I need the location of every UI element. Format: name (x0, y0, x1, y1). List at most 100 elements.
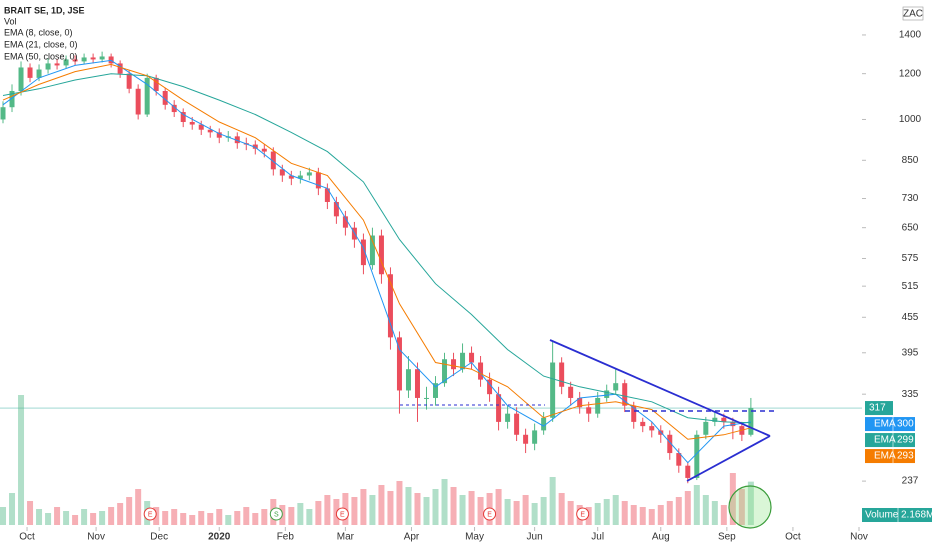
volume-bar (567, 501, 574, 525)
volume-bar (693, 485, 700, 525)
candle-body (396, 337, 402, 391)
volume-bar (162, 511, 169, 525)
candle-body (559, 362, 565, 387)
volume-bar (459, 495, 466, 525)
volume-bar (369, 495, 376, 525)
candle-body (99, 56, 105, 60)
candle-body (523, 434, 529, 444)
y-tick-label: 1400 (899, 30, 922, 41)
unit-label: ZAC (903, 9, 923, 20)
volume-bar (477, 497, 484, 525)
candle-body (207, 129, 213, 133)
ema-legend: EMA (50, close, 0) (4, 51, 78, 61)
volume-bar (621, 501, 628, 525)
candle-body (577, 397, 583, 408)
volume-bar (495, 489, 502, 525)
candle-body (261, 148, 267, 152)
volume-bar (297, 503, 304, 525)
volume-bar (243, 507, 250, 525)
volume-bar (738, 489, 745, 525)
y-tick-label: 515 (902, 281, 919, 292)
candle-body (369, 235, 375, 266)
candle-body (451, 359, 457, 370)
candle-body (748, 408, 754, 435)
candle-body (442, 359, 448, 384)
candle-body (342, 216, 348, 228)
candle-body (649, 426, 655, 431)
trend-line-lower (686, 435, 771, 482)
volume-bar (90, 513, 97, 525)
ema-tag-value: 299 (897, 435, 914, 446)
candle-body (541, 417, 547, 431)
candle-body (216, 132, 222, 138)
y-tick-label: 1000 (899, 114, 922, 125)
candle-body (613, 383, 619, 391)
candle-body (270, 151, 276, 170)
event-icon (335, 507, 349, 521)
volume-bar (18, 395, 25, 525)
volume-bar (0, 507, 7, 525)
candle-body (153, 77, 159, 92)
y-tick-label: 650 (902, 222, 919, 233)
candle-body (550, 362, 556, 418)
x-tick-label: Aug (652, 532, 670, 543)
last-price-tag: 317 (869, 403, 886, 414)
candle-body (460, 352, 466, 370)
candle-body (604, 390, 610, 398)
candle-body (198, 124, 204, 130)
ema-line (2, 73, 751, 424)
volume-bar (441, 479, 448, 525)
volume-bar (135, 489, 142, 525)
volume-bar (675, 497, 682, 525)
candle-body (180, 112, 186, 122)
volume-bar (666, 501, 673, 525)
volume-bar (531, 503, 538, 525)
x-tick-label: 2020 (208, 532, 231, 543)
y-tick-label: 335 (902, 389, 919, 400)
x-tick-label: Jun (527, 532, 543, 543)
candle-body (81, 57, 87, 62)
candle-body (478, 362, 484, 380)
volume-bar (405, 487, 412, 525)
candle-body (27, 67, 33, 78)
ema-tag-value: 300 (897, 419, 914, 430)
candle-body (414, 369, 420, 398)
volume-bar (117, 503, 124, 525)
candle-body (514, 413, 520, 435)
price-tag (865, 433, 915, 448)
highlight-circle (728, 485, 772, 529)
x-tick-label: Jul (591, 532, 604, 543)
candle-body (433, 383, 439, 398)
volume-bar (72, 515, 79, 525)
volume-bar (720, 505, 727, 525)
candle-body (18, 67, 24, 92)
candle-body (315, 172, 321, 189)
x-tick-label: Oct (19, 532, 35, 543)
x-tick-label: Feb (277, 532, 295, 543)
event-icon (483, 507, 497, 521)
volume-tag (862, 508, 932, 522)
y-tick-label: 237 (902, 476, 919, 487)
candle-body (45, 63, 51, 70)
volume-bar (36, 509, 43, 525)
candle-body (54, 63, 60, 66)
x-tick-label: Nov (850, 532, 868, 543)
volume-bar (657, 505, 664, 525)
volume-bar (684, 491, 691, 525)
candle-body (234, 136, 240, 144)
volume-bar (45, 513, 52, 525)
volume-bar (639, 507, 646, 525)
candle-body (622, 383, 628, 406)
volume-bar (63, 511, 70, 525)
candle-body (586, 407, 592, 414)
volume-bar (351, 497, 358, 525)
candle-body (469, 352, 475, 363)
ema-legend: EMA (8, close, 0) (4, 27, 73, 37)
ema-tag-value: 293 (897, 451, 914, 462)
volume-bar (9, 493, 16, 525)
volume-bar (558, 493, 565, 525)
volume-bar (306, 509, 313, 525)
ema-tag-label: EMA (874, 435, 896, 446)
